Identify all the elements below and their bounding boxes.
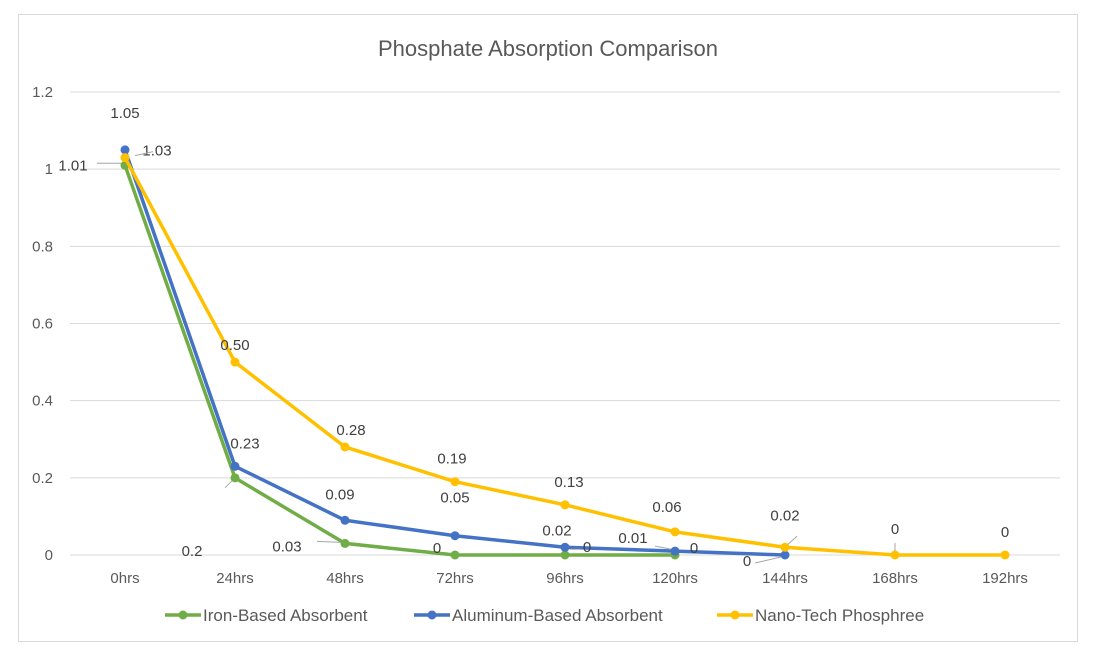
x-tick-label: 0hrs [110, 570, 139, 587]
data-point [340, 442, 350, 452]
y-tick-label: 1 [45, 161, 53, 178]
series-line [123, 156, 1005, 557]
data-label: 0 [743, 553, 751, 570]
chart-frame [18, 14, 1078, 642]
y-tick-label: 0 [45, 547, 53, 564]
data-label: 0.06 [652, 499, 681, 516]
legend-marker [178, 610, 188, 620]
legend-label: Nano-Tech Phosphree [755, 606, 924, 625]
data-label: 0.13 [554, 474, 583, 491]
x-tick-label: 72hrs [436, 570, 474, 587]
y-tick-label: 0.4 [32, 393, 53, 410]
series-nano-tech-phosphree [120, 153, 1010, 560]
x-tick-label: 48hrs [326, 570, 364, 587]
legend-label: Iron-Based Absorbent [203, 606, 368, 625]
leader-line [654, 545, 672, 550]
leader-line [754, 556, 782, 564]
data-label: 0 [690, 540, 698, 557]
x-tick-label: 24hrs [216, 570, 254, 587]
y-tick-label: 1.2 [32, 84, 53, 101]
data-label: 0 [1001, 524, 1009, 541]
data-point [450, 531, 460, 541]
data-point [450, 550, 460, 560]
data-point [560, 542, 570, 552]
series-line [123, 164, 675, 557]
data-label: 0.02 [542, 522, 571, 539]
x-axis-ticks: 0hrs 24hrs 48hrs 72hrs 96hrs 120hrs 144hrs 168h… [110, 570, 1028, 587]
data-label: 0.23 [230, 435, 259, 452]
data-label: 1.03 [142, 143, 171, 160]
data-label: 0.09 [325, 486, 354, 503]
data-label: 0 [433, 540, 441, 557]
data-point [670, 546, 680, 556]
data-label: 0.01 [618, 530, 647, 547]
leader-line [316, 540, 342, 543]
data-label: 0.19 [437, 451, 466, 468]
data-label: 0.50 [220, 337, 249, 354]
leader-line [134, 151, 154, 157]
data-point [340, 515, 350, 525]
legend-item: Iron-Based Absorbent [165, 606, 368, 625]
data-label: 1.05 [110, 105, 139, 122]
x-tick-label: 96hrs [546, 570, 584, 587]
data-label: 0.02 [770, 507, 799, 524]
data-label: 0.05 [440, 490, 469, 507]
data-label: 1.01 [58, 157, 87, 174]
leader-line [787, 535, 798, 545]
x-tick-label: 192hrs [982, 570, 1028, 587]
data-label: 0.2 [182, 543, 203, 560]
legend-item: Aluminum-Based Absorbent [414, 606, 663, 625]
chart-title: Phosphate Absorption Comparison [378, 36, 718, 61]
legend-marker [427, 610, 437, 620]
data-point [560, 550, 570, 560]
legend: Iron-Based Absorbent Aluminum-Based Absor… [165, 606, 924, 625]
data-point [120, 145, 130, 155]
data-label: 0 [891, 521, 899, 538]
data-point [670, 527, 680, 537]
data-point [340, 538, 350, 548]
y-tick-label: 0.8 [32, 238, 53, 255]
data-point [450, 477, 460, 487]
data-label: 0 [583, 539, 591, 556]
y-tick-label: 0.6 [32, 316, 53, 333]
data-point [890, 550, 900, 560]
x-tick-label: 144hrs [762, 570, 808, 587]
data-labels: 1.01 0.2 0.03 0 0 0 1.05 0.23 0.09 0.05 0.02 0.01 0 1… [58, 105, 1009, 570]
data-point [560, 500, 570, 510]
data-point [780, 550, 790, 560]
y-tick-label: 0.2 [32, 470, 53, 487]
data-label: 0.28 [336, 422, 365, 439]
data-point [120, 153, 130, 163]
series-iron-based-absorbent [120, 160, 680, 560]
data-point [230, 473, 240, 483]
legend-label: Aluminum-Based Absorbent [452, 606, 663, 625]
data-point [230, 357, 240, 367]
x-tick-label: 120hrs [652, 570, 698, 587]
x-tick-label: 168hrs [872, 570, 918, 587]
data-point [230, 461, 240, 471]
data-point [780, 542, 790, 552]
leader-line [224, 480, 233, 489]
legend-marker [730, 610, 740, 620]
series-lines [120, 145, 1010, 560]
series-aluminum-based-absorbent [120, 145, 790, 560]
legend-item: Nano-Tech Phosphree [717, 606, 924, 625]
y-axis-ticks: 0 0.2 0.4 0.6 0.8 1 1.2 [32, 84, 53, 564]
data-point [1000, 550, 1010, 560]
data-label: 0.03 [272, 538, 301, 555]
